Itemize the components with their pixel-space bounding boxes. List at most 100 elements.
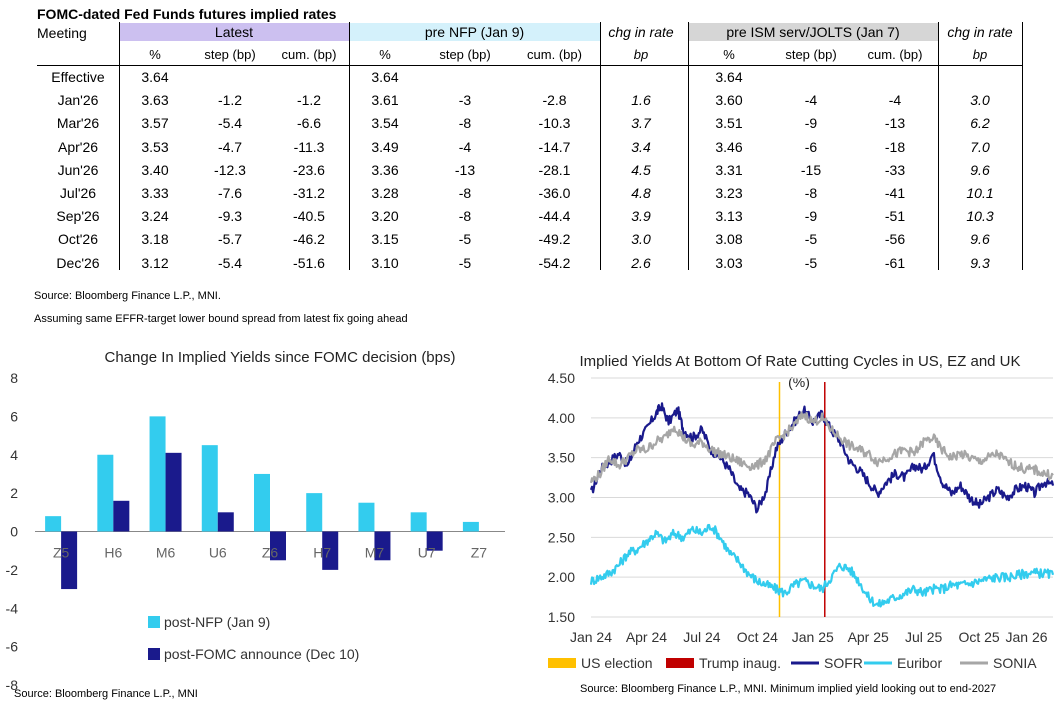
y-tick-label: 4.50 — [548, 370, 575, 386]
table-cell: -5.4 — [217, 115, 243, 132]
table-cell: -61 — [884, 254, 906, 271]
table-cell: -5.4 — [217, 254, 243, 271]
group-header: chg in rate — [947, 24, 1013, 40]
table-cell: -40.5 — [293, 208, 325, 225]
x-tick-label: Z7 — [471, 545, 488, 561]
y-tick-label: 2 — [10, 485, 18, 501]
table-cell: -15 — [800, 161, 822, 178]
table-cell — [770, 66, 852, 89]
subheader-cell: cum. (bp) — [281, 47, 337, 62]
x-tick-label: Apr 25 — [848, 629, 889, 645]
y-tick-label: 3.00 — [548, 490, 575, 506]
table-cell: -36.0 — [538, 185, 571, 201]
table-cell: 9.6 — [970, 231, 990, 248]
table-cell: 9.3 — [970, 254, 990, 271]
bar-post-fomc — [217, 512, 234, 532]
legend-label: post-NFP (Jan 9) — [164, 614, 270, 630]
table-cell: -4.7 — [217, 138, 243, 155]
table-cell: 4.5 — [631, 161, 651, 178]
x-tick-label: U7 — [418, 545, 436, 561]
group-header: chg in rate — [608, 24, 674, 40]
table-cell: 3.51 — [715, 115, 743, 132]
y-tick-label: -2 — [6, 562, 19, 578]
table-cell: -9 — [804, 208, 818, 225]
table-cell: -12.3 — [214, 161, 246, 178]
table-cell — [509, 66, 600, 89]
table-cell: -44.4 — [538, 208, 571, 225]
table-cell: -8 — [804, 185, 818, 201]
bar-post-fomc — [374, 531, 391, 561]
x-tick-label: H6 — [104, 545, 122, 561]
table-cell: 3.64 — [715, 69, 743, 85]
table-assumption-note: Assuming same EFFR-target lower bound sp… — [34, 313, 408, 325]
column-divider — [119, 22, 120, 270]
table-cell: -33 — [884, 161, 906, 178]
table-cell: 3.49 — [371, 138, 399, 155]
column-divider — [349, 22, 350, 270]
table-cell: -31.2 — [293, 185, 325, 201]
table-cell: -7.6 — [217, 185, 243, 201]
unit-label: (%) — [788, 374, 810, 390]
table-cell: -5 — [804, 254, 818, 271]
subheader-cell: step (bp) — [785, 47, 837, 62]
x-tick-label: Jul 25 — [905, 629, 943, 645]
header-divider — [37, 65, 1022, 66]
subheader-cell: bp — [633, 47, 649, 62]
table-cell: 6.2 — [970, 115, 990, 132]
line-chart-title: Implied Yields At Bottom Of Rate Cutting… — [579, 353, 1020, 370]
table-cell: -18 — [884, 138, 906, 155]
table-title: FOMC-dated Fed Funds futures implied rat… — [37, 6, 337, 22]
subheader-cell: % — [149, 47, 161, 62]
bar-post-nfp — [149, 416, 166, 532]
x-tick-label: Jul 24 — [683, 629, 721, 645]
table-cell: 3.40 — [141, 161, 169, 178]
table-cell — [191, 66, 269, 89]
y-tick-label: 3.50 — [548, 450, 575, 466]
meeting-header: Meeting — [37, 25, 87, 41]
x-tick-label: Oct 24 — [737, 629, 778, 645]
meeting-label: Dec'26 — [56, 254, 100, 271]
y-tick-label: 0 — [10, 524, 18, 540]
table-cell: 4.8 — [631, 185, 651, 201]
bar-post-fomc — [165, 452, 182, 532]
group-header: Latest — [119, 23, 349, 41]
bar-post-nfp — [410, 512, 427, 532]
table-cell: 9.6 — [970, 161, 990, 178]
x-tick-label: U6 — [209, 545, 227, 561]
bar-post-fomc — [61, 531, 78, 590]
table-cell: -4 — [804, 92, 818, 109]
x-tick-label: Jan 26 — [1005, 629, 1047, 645]
table-cell: 3.64 — [141, 69, 169, 85]
bar-post-fomc — [270, 531, 286, 561]
table-cell: -1.2 — [217, 92, 243, 109]
table-cell: -9 — [804, 115, 818, 132]
legend-label: Euribor — [897, 655, 942, 671]
meeting-label: Jun'26 — [57, 161, 99, 178]
table-cell: -51.6 — [293, 254, 325, 271]
table-cell: -5 — [804, 231, 818, 248]
subheader-cell: step (bp) — [204, 47, 256, 62]
table-cell — [938, 66, 1022, 89]
x-tick-label: Oct 25 — [958, 629, 999, 645]
table-cell: 3.03 — [715, 254, 743, 271]
table-cell: -13 — [454, 161, 476, 178]
table-cell: 3.33 — [141, 185, 169, 201]
y-tick-label: 6 — [10, 408, 18, 424]
x-tick-label: Z5 — [53, 545, 70, 561]
table-cell: 3.36 — [371, 161, 399, 178]
bar-post-fomc — [322, 531, 339, 570]
table-cell: -5.7 — [217, 231, 243, 248]
table-cell: -6 — [804, 138, 818, 155]
meeting-label: Jan'26 — [57, 92, 99, 109]
table-cell: 3.08 — [715, 231, 743, 248]
group-header: pre NFP (Jan 9) — [349, 23, 600, 41]
subheader-cell: cum. (bp) — [867, 47, 923, 62]
x-tick-label: Z6 — [262, 545, 279, 561]
y-tick-label: -6 — [6, 639, 19, 655]
table-cell — [421, 66, 509, 89]
table-cell: 3.20 — [371, 208, 399, 225]
table-cell: 3.15 — [371, 231, 399, 248]
x-tick-label: Apr 24 — [626, 629, 667, 645]
legend-label: SOFR — [824, 655, 863, 671]
subheader-cell: cum. (bp) — [527, 47, 582, 62]
